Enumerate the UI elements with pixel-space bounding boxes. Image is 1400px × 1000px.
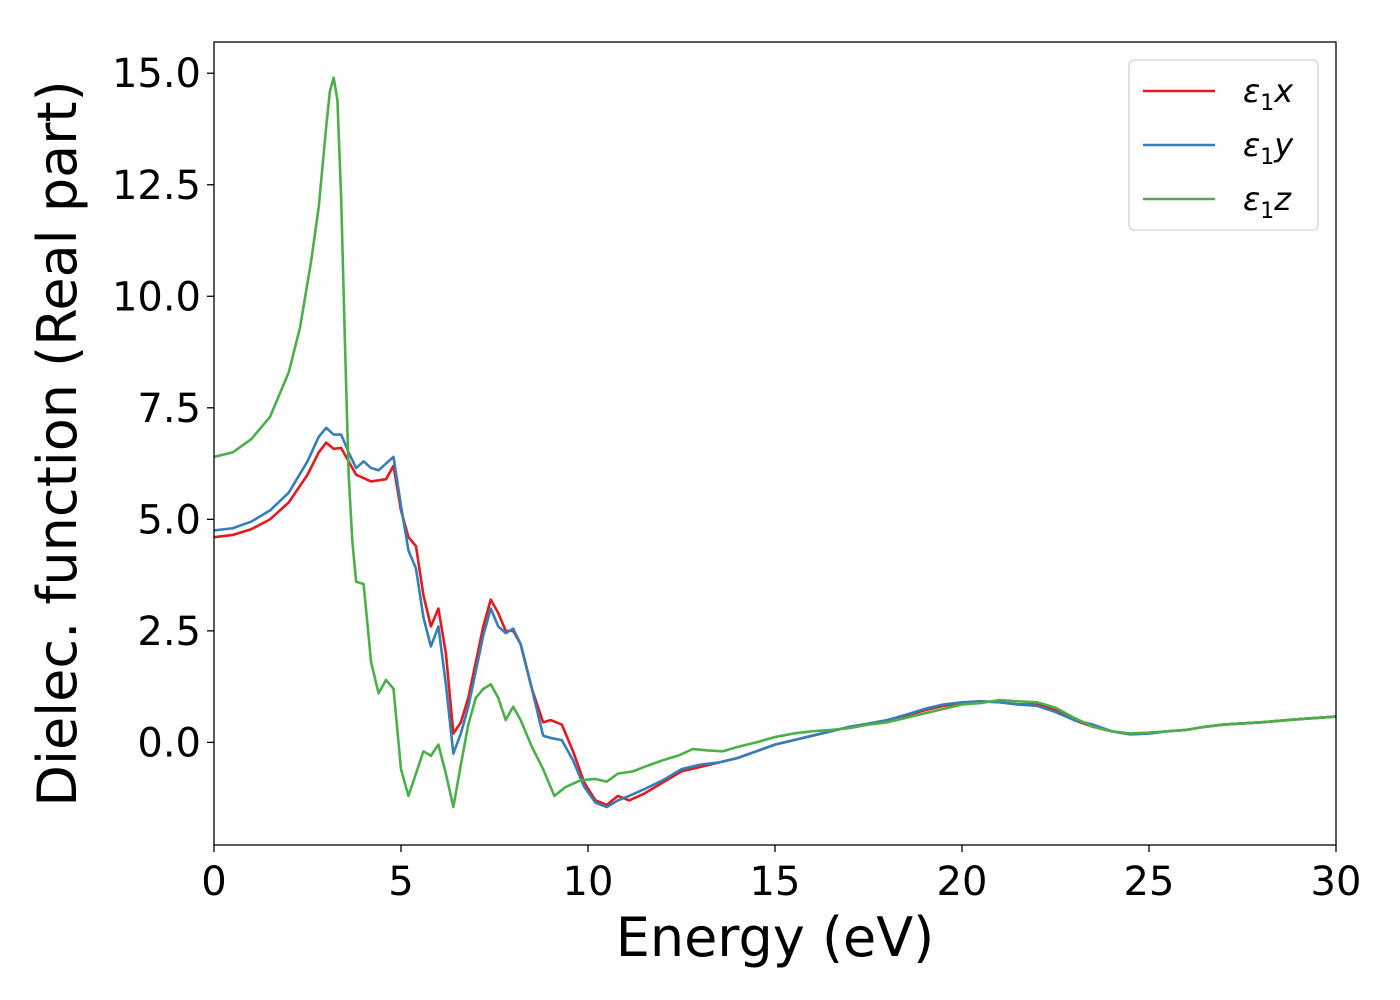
legend-items: ε1x ε1y ε1z: [1143, 72, 1294, 224]
series-line-z: [214, 76, 1336, 809]
x-axis-ticks: 0 5 10 15 20 25 30: [201, 845, 1361, 905]
x-tick-label: 15: [750, 859, 801, 905]
y-tick-label: 5.0: [137, 497, 201, 543]
x-tick-label: 20: [937, 859, 988, 905]
series-line-x: [214, 441, 1336, 807]
legend-item-z: ε1z: [1143, 180, 1292, 224]
legend-box: [1128, 59, 1319, 231]
x-tick-label: 30: [1311, 859, 1362, 905]
x-axis-title: Energy (eV): [616, 906, 935, 969]
y-axis-title: Dielec. function (Real part): [26, 80, 89, 806]
y-tick-label: 2.5: [137, 609, 201, 655]
legend: ε1x ε1y ε1z: [1128, 59, 1319, 231]
x-tick-label: 0: [201, 859, 226, 905]
y-tick-label: 12.5: [112, 163, 201, 209]
y-tick-label: 7.5: [137, 386, 201, 432]
series-line-y: [214, 426, 1336, 809]
y-tick-label: 0.0: [137, 720, 201, 766]
x-tick-label: 25: [1124, 859, 1175, 905]
x-tick-label: 10: [563, 859, 614, 905]
x-tick-label: 5: [388, 859, 413, 905]
y-tick-label: 10.0: [112, 274, 201, 320]
legend-label: ε1x: [1243, 72, 1294, 116]
legend-item-x: ε1x: [1143, 72, 1294, 116]
y-axis-ticks: 0.0 2.5 5.0 7.5 10.0 12.5 15.0: [112, 51, 214, 766]
legend-label: ε1z: [1243, 180, 1292, 224]
legend-label: ε1y: [1243, 126, 1294, 170]
y-tick-label: 15.0: [112, 51, 201, 97]
legend-item-y: ε1y: [1143, 126, 1294, 170]
series-layer: [214, 76, 1336, 809]
